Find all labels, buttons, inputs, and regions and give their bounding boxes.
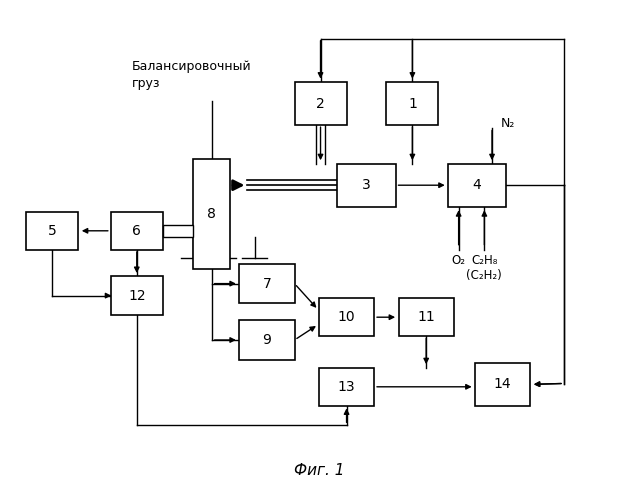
Text: Фиг. 1: Фиг. 1 <box>293 464 345 478</box>
Text: (C₂H₂): (C₂H₂) <box>466 269 502 282</box>
Text: O₂: O₂ <box>452 254 466 267</box>
FancyBboxPatch shape <box>338 164 396 207</box>
FancyBboxPatch shape <box>193 159 230 269</box>
Text: 4: 4 <box>472 178 481 192</box>
Text: 10: 10 <box>338 310 355 324</box>
FancyBboxPatch shape <box>111 276 163 315</box>
Text: 2: 2 <box>316 96 325 110</box>
Text: 7: 7 <box>263 276 271 290</box>
Text: 13: 13 <box>338 380 355 394</box>
Text: 1: 1 <box>408 96 417 110</box>
Text: 14: 14 <box>494 378 512 392</box>
FancyBboxPatch shape <box>319 298 374 337</box>
FancyBboxPatch shape <box>239 264 295 303</box>
FancyBboxPatch shape <box>448 164 506 207</box>
FancyBboxPatch shape <box>319 368 374 406</box>
FancyBboxPatch shape <box>111 212 163 250</box>
Text: 8: 8 <box>207 207 216 221</box>
Text: C₂H₈: C₂H₈ <box>471 254 498 267</box>
Text: 5: 5 <box>48 224 57 238</box>
FancyBboxPatch shape <box>26 212 78 250</box>
FancyBboxPatch shape <box>163 225 193 237</box>
FancyBboxPatch shape <box>295 82 346 125</box>
Text: N₂: N₂ <box>501 118 516 130</box>
Text: Балансировочный
груз: Балансировочный груз <box>132 60 252 90</box>
Text: 3: 3 <box>362 178 371 192</box>
Text: 9: 9 <box>262 333 271 347</box>
Text: 12: 12 <box>128 288 145 302</box>
Text: 11: 11 <box>417 310 435 324</box>
Text: 6: 6 <box>132 224 141 238</box>
FancyBboxPatch shape <box>399 298 454 337</box>
FancyBboxPatch shape <box>475 363 530 406</box>
FancyBboxPatch shape <box>387 82 438 125</box>
FancyBboxPatch shape <box>239 320 295 360</box>
